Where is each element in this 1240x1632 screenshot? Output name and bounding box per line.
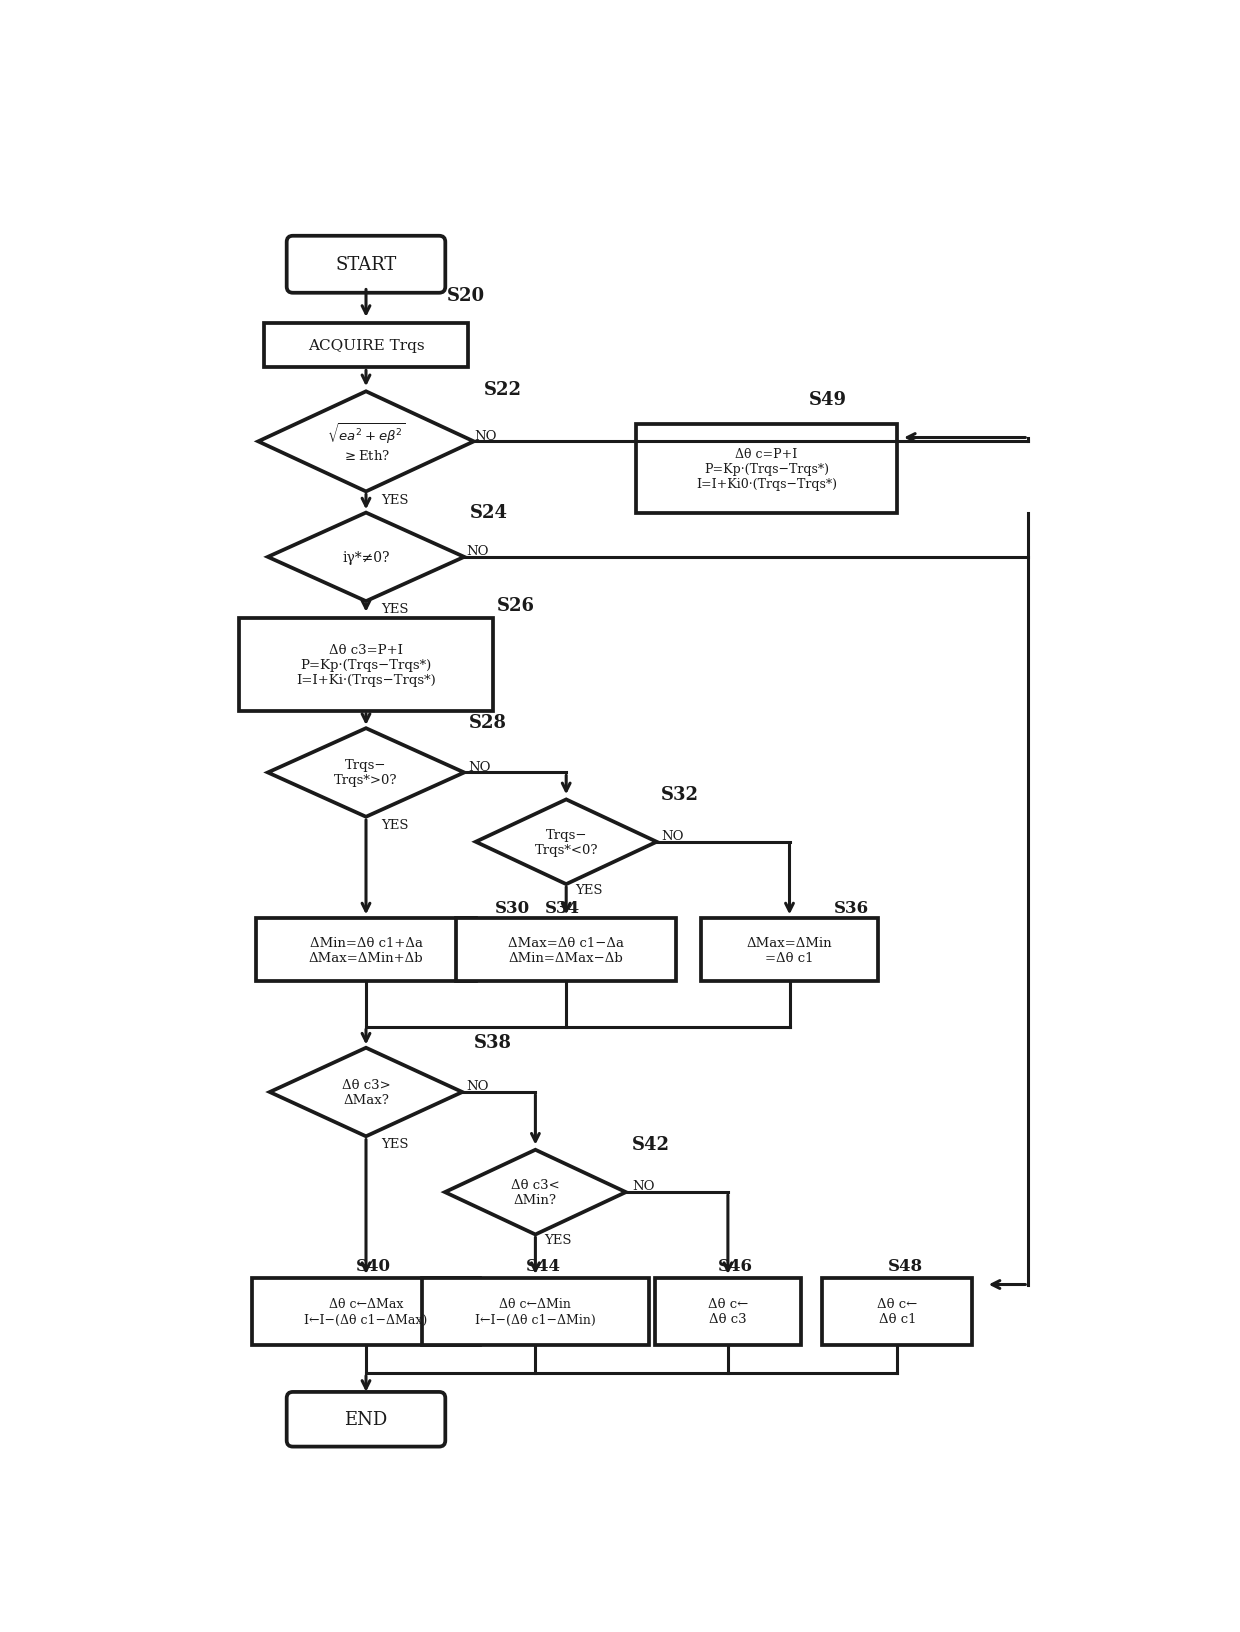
Text: NO: NO: [661, 829, 683, 842]
Text: S46: S46: [718, 1257, 753, 1275]
Polygon shape: [476, 800, 657, 885]
Text: S48: S48: [888, 1257, 923, 1275]
Text: S40: S40: [356, 1257, 391, 1275]
Text: Δθ c←
Δθ c1: Δθ c← Δθ c1: [877, 1297, 918, 1325]
Text: YES: YES: [382, 1138, 409, 1151]
Text: YES: YES: [382, 818, 409, 831]
Text: ΔMin=Δθ c1+Δa
ΔMax=ΔMin+Δb: ΔMin=Δθ c1+Δa ΔMax=ΔMin+Δb: [309, 937, 423, 965]
Polygon shape: [270, 1048, 463, 1136]
Text: NO: NO: [632, 1180, 655, 1193]
Polygon shape: [445, 1151, 626, 1235]
Bar: [257, 919, 476, 981]
Text: NO: NO: [474, 429, 496, 442]
Text: NO: NO: [466, 1080, 489, 1093]
Bar: [456, 919, 676, 981]
Text: S28: S28: [469, 713, 507, 733]
Text: Δθ c=P+I
P=Kp·(Trqs−Trqs*)
I=I+Ki0·(Trqs−Trqs*): Δθ c=P+I P=Kp·(Trqs−Trqs*) I=I+Ki0·(Trqs…: [696, 447, 837, 491]
Polygon shape: [268, 730, 464, 818]
Text: S24: S24: [470, 504, 508, 522]
Bar: [635, 424, 898, 514]
FancyBboxPatch shape: [286, 1392, 445, 1446]
Text: S26: S26: [497, 596, 536, 614]
Bar: [239, 619, 494, 712]
Bar: [422, 1278, 649, 1345]
FancyBboxPatch shape: [286, 237, 445, 294]
Text: S32: S32: [661, 785, 699, 803]
Text: Δθ c3>
ΔMax?: Δθ c3> ΔMax?: [342, 1079, 391, 1106]
Text: ΔMax=Δθ c1−Δa
ΔMin=ΔMax−Δb: ΔMax=Δθ c1−Δa ΔMin=ΔMax−Δb: [508, 937, 624, 965]
Text: END: END: [345, 1410, 388, 1428]
Text: Δθ c←
Δθ c3: Δθ c← Δθ c3: [708, 1297, 748, 1325]
Text: S42: S42: [632, 1136, 670, 1154]
Text: YES: YES: [544, 1234, 572, 1247]
Text: S20: S20: [448, 287, 485, 305]
Text: YES: YES: [382, 602, 409, 615]
Text: S36: S36: [833, 899, 869, 916]
Bar: [264, 323, 467, 369]
Text: S34: S34: [544, 899, 580, 916]
Text: Δθ c3=P+I
P=Kp·(Trqs−Trqs*)
I=I+Ki·(Trqs−Trqs*): Δθ c3=P+I P=Kp·(Trqs−Trqs*) I=I+Ki·(Trqs…: [296, 643, 436, 687]
Text: Δθ c3<
ΔMin?: Δθ c3< ΔMin?: [511, 1178, 559, 1206]
Text: Trqs−
Trqs*>0?: Trqs− Trqs*>0?: [335, 759, 398, 787]
Text: YES: YES: [382, 493, 409, 506]
Text: NO: NO: [469, 761, 491, 774]
Text: S30: S30: [495, 899, 529, 916]
Text: START: START: [335, 256, 397, 274]
Bar: [253, 1278, 480, 1345]
Text: Δθ c←ΔMax
I←I−(Δθ c1−ΔMax): Δθ c←ΔMax I←I−(Δθ c1−ΔMax): [304, 1297, 428, 1325]
Text: Δθ c←ΔMin
I←I−(Δθ c1−ΔMin): Δθ c←ΔMin I←I−(Δθ c1−ΔMin): [475, 1297, 595, 1325]
Polygon shape: [258, 392, 474, 493]
Text: ACQUIRE Trqs: ACQUIRE Trqs: [308, 339, 424, 353]
Text: S22: S22: [484, 380, 522, 398]
Text: iγ*≠0?: iγ*≠0?: [342, 550, 389, 565]
Text: S44: S44: [526, 1257, 560, 1275]
Text: NO: NO: [466, 545, 489, 558]
Text: $\sqrt{ea^2+e\beta^2}$
$\geq$Eth?: $\sqrt{ea^2+e\beta^2}$ $\geq$Eth?: [326, 423, 405, 462]
Text: ΔMax=ΔMin
=Δθ c1: ΔMax=ΔMin =Δθ c1: [746, 937, 832, 965]
Text: Trqs−
Trqs*<0?: Trqs− Trqs*<0?: [534, 829, 598, 857]
Bar: [822, 1278, 972, 1345]
Text: S38: S38: [474, 1033, 512, 1051]
Polygon shape: [268, 514, 464, 602]
Bar: [655, 1278, 801, 1345]
Text: S49: S49: [808, 390, 847, 408]
Text: YES: YES: [575, 883, 603, 896]
Bar: [701, 919, 878, 981]
